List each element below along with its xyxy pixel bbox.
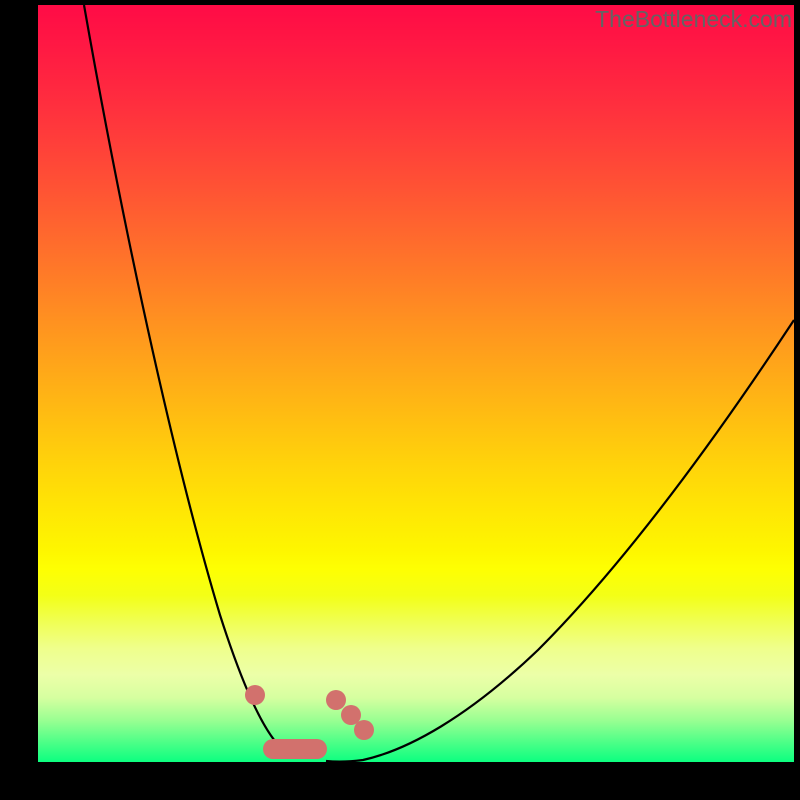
marker-pill	[263, 739, 327, 759]
watermark-text: TheBottleneck.com	[595, 6, 792, 33]
right-v-curve	[326, 320, 794, 762]
marker-dot	[354, 720, 374, 740]
chart-frame: TheBottleneck.com	[0, 0, 800, 800]
plot-area	[38, 5, 794, 762]
marker-dot	[245, 685, 265, 705]
marker-dot	[326, 690, 346, 710]
marker-group	[245, 685, 374, 759]
left-v-curve	[84, 5, 296, 758]
curve-layer	[38, 5, 794, 762]
